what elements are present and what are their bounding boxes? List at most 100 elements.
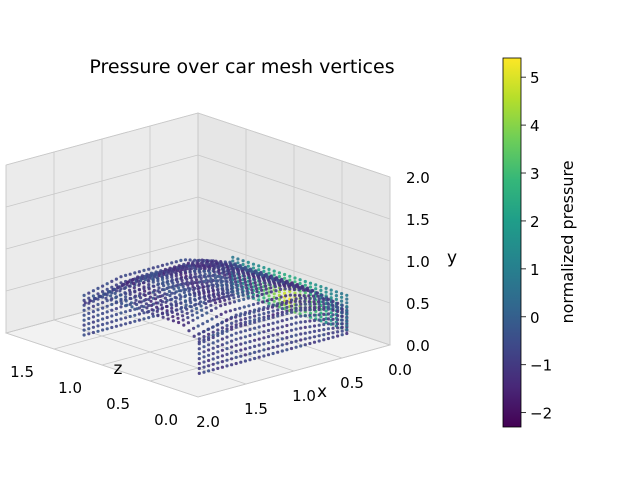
data-point [204, 275, 208, 279]
data-point [154, 301, 158, 305]
gridline [5, 332, 199, 398]
data-point [181, 284, 185, 289]
data-point [156, 314, 160, 318]
data-point [140, 308, 144, 312]
data-point [207, 348, 211, 352]
data-point [177, 264, 181, 268]
data-point [234, 349, 238, 353]
data-point [329, 292, 333, 296]
data-point [230, 287, 234, 291]
data-point [219, 277, 223, 282]
data-point [124, 295, 128, 299]
data-point [150, 274, 154, 278]
data-point [96, 286, 100, 290]
data-point [248, 319, 252, 323]
data-point [114, 296, 118, 300]
data-point [340, 318, 344, 322]
data-point [91, 320, 95, 324]
data-point [257, 268, 261, 272]
data-point [119, 275, 123, 279]
data-point [289, 340, 294, 344]
data-point [274, 289, 278, 293]
z-tick-label: 0.0 [154, 411, 178, 429]
data-point [137, 318, 141, 322]
data-point [187, 264, 191, 268]
data-point [213, 276, 218, 280]
data-point [277, 275, 281, 279]
data-point [110, 320, 114, 324]
data-point [345, 316, 349, 320]
data-point [239, 318, 243, 322]
data-point [214, 306, 218, 310]
data-point [239, 336, 243, 340]
data-point [289, 346, 294, 351]
data-point [322, 302, 326, 306]
data-point [308, 302, 312, 306]
data-point [216, 350, 220, 354]
data-point [155, 305, 159, 309]
data-point [162, 284, 166, 288]
data-point [219, 312, 223, 316]
data-point [312, 324, 317, 328]
data-point [247, 304, 251, 308]
data-point [276, 326, 280, 330]
data-point [250, 288, 254, 292]
data-point [263, 281, 267, 285]
data-point [253, 278, 257, 282]
data-point [141, 281, 146, 285]
data-point [248, 346, 252, 350]
data-point [224, 279, 228, 283]
data-point [135, 307, 139, 311]
data-point [129, 297, 133, 301]
data-point [91, 289, 95, 293]
data-point [249, 285, 253, 289]
data-point [207, 268, 211, 272]
data-point [216, 355, 220, 359]
x-tick-label: 1.5 [244, 400, 268, 418]
data-point [340, 333, 344, 337]
data-point [250, 291, 254, 295]
data-point [174, 271, 178, 275]
data-point [296, 285, 300, 289]
data-point [267, 294, 271, 298]
data-point [280, 325, 284, 329]
data-point [91, 310, 95, 314]
data-point [308, 306, 312, 310]
data-point [280, 319, 284, 323]
data-point [170, 291, 174, 295]
data-point [187, 329, 191, 333]
data-point [298, 293, 302, 298]
z-axis-label: z [114, 359, 123, 379]
data-point [128, 292, 132, 296]
data-point [212, 270, 216, 274]
data-point [230, 284, 234, 288]
data-point [167, 285, 171, 289]
data-point [197, 371, 201, 375]
data-point [128, 308, 132, 313]
data-point [87, 296, 91, 300]
data-point [266, 316, 271, 320]
data-point [105, 315, 109, 320]
data-point [197, 268, 201, 272]
data-point [329, 296, 333, 300]
data-point [190, 313, 194, 317]
data-point [228, 275, 232, 279]
data-point [308, 336, 312, 340]
data-point [228, 301, 232, 305]
data-point [220, 354, 224, 358]
data-point [303, 320, 307, 324]
data-point [285, 330, 289, 334]
x-tick-label: 2.0 [196, 413, 220, 431]
data-point [336, 309, 340, 314]
data-point [280, 307, 284, 311]
data-point [326, 302, 330, 306]
data-point [340, 311, 344, 315]
data-point [123, 291, 127, 295]
data-point [200, 282, 204, 286]
data-point [243, 320, 247, 324]
data-point [229, 281, 233, 285]
data-point [87, 306, 91, 310]
data-point [303, 314, 307, 318]
data-point [179, 275, 184, 280]
data-point [165, 276, 169, 280]
